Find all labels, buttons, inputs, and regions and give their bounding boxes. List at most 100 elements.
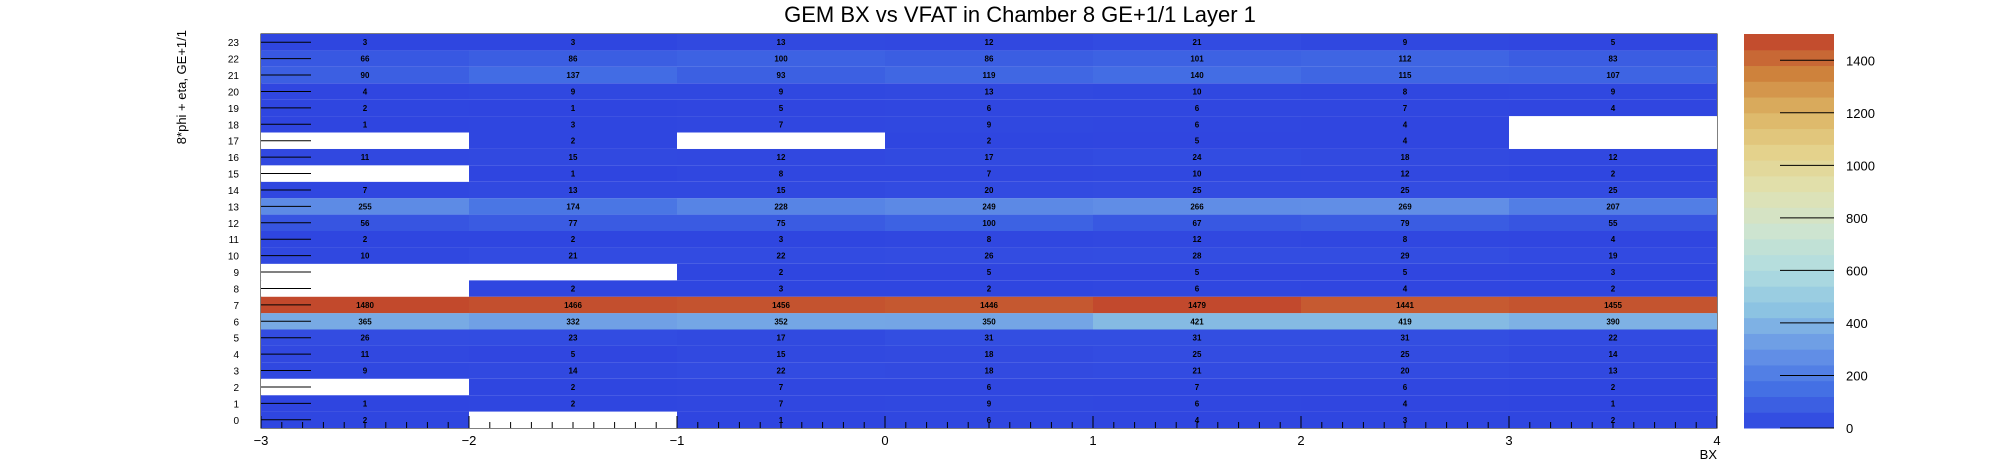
cell-value-label: 8 [987, 235, 992, 244]
heatmap-cell [677, 198, 885, 215]
x-tick-label: −2 [462, 433, 477, 448]
cell-value-label: 18 [985, 367, 994, 376]
heatmap-cell [677, 362, 885, 379]
heatmap-cell [1093, 280, 1301, 297]
heatmap-cell [885, 66, 1093, 84]
cell-value-label: 5 [987, 268, 992, 277]
heatmap-cell [261, 411, 469, 428]
colorbar-step [1744, 301, 1834, 319]
heatmap-cell [1093, 66, 1301, 84]
cell-value-label: 8 [1403, 87, 1408, 96]
heatmap-cell [677, 83, 885, 100]
cell-value-label: 5 [779, 104, 784, 113]
colorbar-step [1744, 97, 1834, 114]
cell-value-label: 8 [779, 170, 784, 179]
cell-value-label: 4 [1611, 104, 1616, 113]
heatmap-cell [677, 280, 885, 297]
heatmap-cell [469, 378, 677, 396]
colorbar-step [1744, 412, 1834, 429]
heatmap-cell [469, 148, 677, 166]
cell-value-label: 86 [569, 55, 578, 64]
heatmap-cell [885, 313, 1093, 330]
heatmap-cell [261, 34, 469, 51]
heatmap-cell [677, 345, 885, 363]
y-tick-label: 0 [233, 416, 239, 427]
heatmap-cell [1093, 395, 1301, 412]
cell-value-label: 4 [1195, 416, 1200, 425]
colorbar-step [1744, 380, 1834, 397]
y-tick-label: 7 [233, 301, 239, 312]
cell-value-label: 12 [1193, 235, 1202, 244]
heatmap-cell [261, 99, 469, 117]
cell-value-label: 1 [363, 399, 368, 408]
cell-value-label: 174 [566, 202, 580, 211]
heatmap-cell [1093, 116, 1301, 133]
colorbar-tick-label: 600 [1846, 263, 1868, 278]
heatmap-cell [469, 132, 677, 149]
colorbar [1744, 34, 1834, 429]
x-tick-label: −3 [254, 433, 269, 448]
cell-value-label: 7 [779, 383, 784, 392]
heatmap-cell [677, 296, 885, 314]
chart-title: GEM BX vs VFAT in Chamber 8 GE+1/1 Layer… [784, 2, 1256, 27]
cell-value-label: 6 [987, 383, 992, 392]
cell-value-label: 77 [569, 219, 578, 228]
heatmap-cell [469, 247, 677, 264]
cell-value-label: 100 [982, 219, 996, 228]
cell-value-label: 3 [1611, 268, 1616, 277]
heatmap-cell [1509, 378, 1717, 396]
heatmap-cell [1301, 116, 1509, 133]
colorbar-tick-label: 200 [1846, 368, 1868, 383]
cell-value-label: 24 [1193, 153, 1202, 162]
heatmap-cell [261, 214, 469, 231]
cell-value-label: 25 [1193, 350, 1202, 359]
cell-value-label: 21 [1193, 38, 1202, 47]
heatmap-cell [261, 165, 469, 182]
heatmap-cell [677, 378, 885, 396]
heatmap-cell [677, 395, 885, 412]
colorbar-step [1744, 270, 1834, 287]
x-tick-label: 4 [1713, 433, 1720, 448]
heatmap-cell [1509, 99, 1717, 117]
colorbar-step [1744, 191, 1834, 208]
cell-value-label: 1480 [356, 301, 374, 310]
colorbar-step [1744, 286, 1834, 303]
cell-value-label: 1466 [564, 301, 582, 310]
heatmap-cell [885, 231, 1093, 248]
heatmap-cell [885, 411, 1093, 428]
cell-value-label: 10 [1193, 170, 1202, 179]
heatmap-cell [677, 50, 885, 67]
heatmap-cell [1301, 329, 1509, 346]
heatmap-cell [677, 165, 885, 182]
heatmap-cell [1093, 50, 1301, 67]
heatmap-cell [885, 296, 1093, 314]
cell-value-label: 79 [1401, 219, 1410, 228]
heatmap-cell [1509, 116, 1717, 133]
heatmap-cell [1093, 132, 1301, 149]
heatmap-cell [1509, 148, 1717, 166]
y-tick-label: 23 [228, 38, 240, 49]
heatmap-cell [1093, 313, 1301, 330]
cell-value-label: 269 [1398, 202, 1412, 211]
cell-value-label: 9 [571, 87, 576, 96]
cell-value-label: 31 [1401, 334, 1410, 343]
cell-value-label: 25 [1609, 186, 1618, 195]
heatmap-cell [1301, 214, 1509, 231]
heatmap-cell [885, 345, 1093, 363]
cell-value-label: 25 [1401, 186, 1410, 195]
colorbar-tick-label: 800 [1846, 211, 1868, 226]
cell-value-label: 21 [1193, 367, 1202, 376]
cell-value-label: 6 [1195, 120, 1200, 129]
cell-value-label: 26 [361, 334, 370, 343]
cell-value-label: 1441 [1396, 301, 1414, 310]
heatmap-cell [1093, 83, 1301, 100]
cell-value-label: 119 [983, 71, 996, 80]
heatmap-cell [1509, 280, 1717, 297]
cell-value-label: 28 [1193, 252, 1202, 261]
heatmap-cell [1509, 263, 1717, 281]
heatmap-cell [469, 99, 677, 117]
cell-value-label: 2 [987, 137, 992, 146]
heatmap-cell [469, 263, 677, 281]
y-tick-label: 4 [233, 350, 239, 361]
cell-value-label: 419 [1398, 317, 1412, 326]
